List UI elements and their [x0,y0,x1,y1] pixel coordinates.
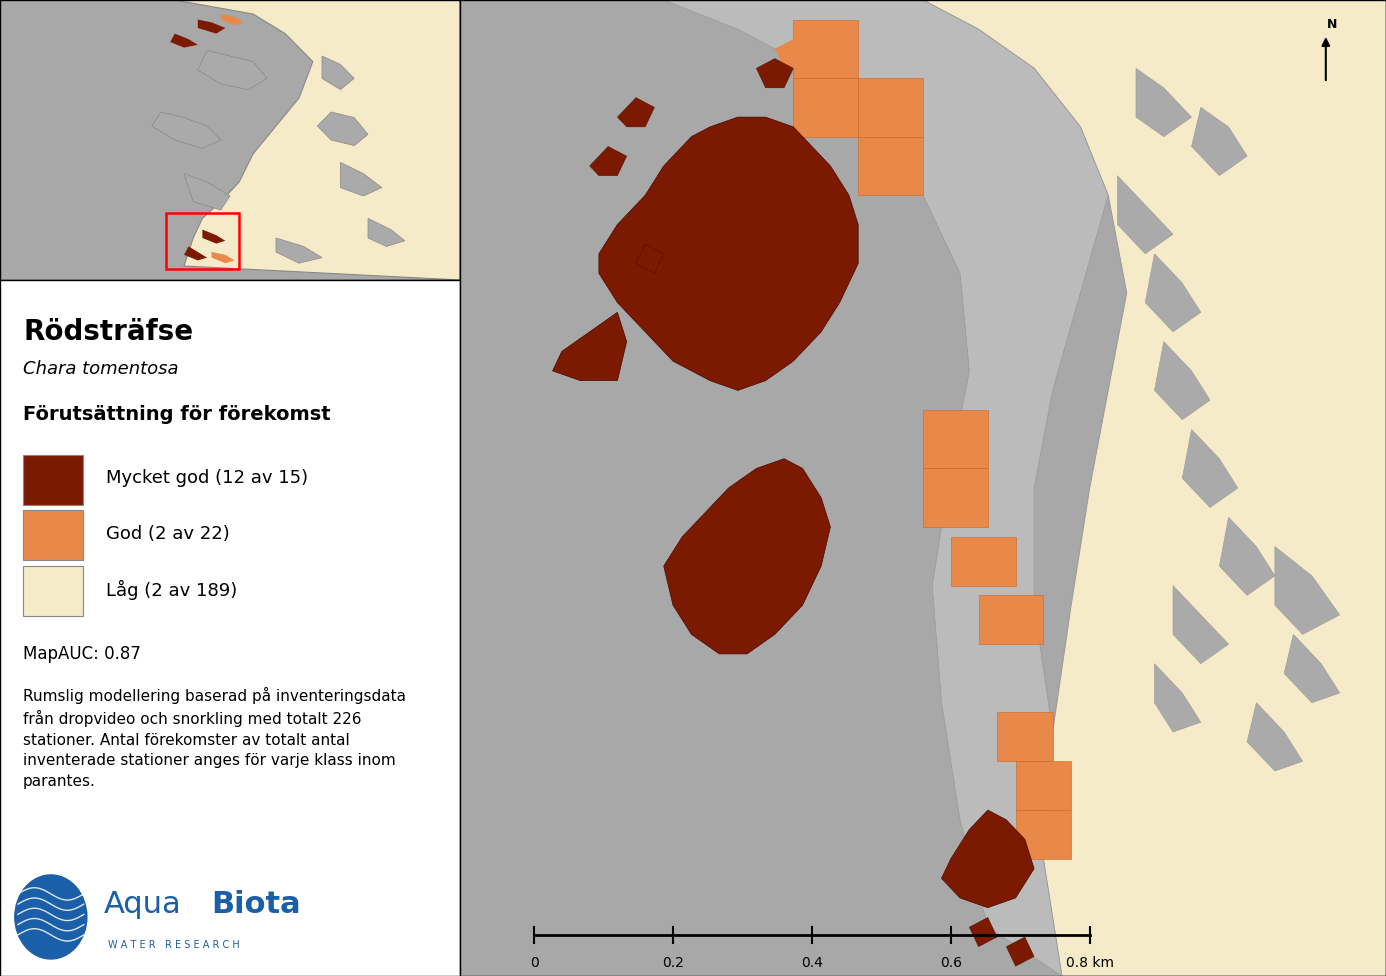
Text: Biota: Biota [211,890,301,918]
Polygon shape [276,238,322,264]
Polygon shape [941,810,1034,908]
Bar [923,468,988,527]
Text: Rumslig modellering baserad på inventeringsdata
från dropvideo och snorkling med: Rumslig modellering baserad på inventeri… [24,687,406,789]
Polygon shape [775,39,812,68]
Text: Mycket god (12 av 15): Mycket god (12 av 15) [105,469,308,487]
Polygon shape [1247,703,1303,771]
Polygon shape [599,117,858,390]
Polygon shape [212,252,234,264]
Text: Aqua: Aqua [104,890,182,918]
Polygon shape [553,312,626,381]
Polygon shape [969,917,997,947]
Text: 0.6: 0.6 [940,956,962,970]
Polygon shape [322,56,355,90]
Polygon shape [184,246,207,261]
Polygon shape [1275,547,1340,634]
Polygon shape [341,162,381,196]
Polygon shape [923,0,1386,976]
Polygon shape [1182,429,1238,508]
Bar [793,78,858,137]
Polygon shape [170,33,198,48]
Polygon shape [175,0,460,280]
Text: Förutsättning för förekomst: Förutsättning för förekomst [24,405,331,425]
Polygon shape [202,229,226,244]
FancyBboxPatch shape [24,566,83,616]
Polygon shape [184,174,230,210]
Polygon shape [317,112,369,145]
Text: God (2 av 22): God (2 av 22) [105,525,230,543]
Circle shape [15,874,87,959]
Polygon shape [1173,586,1228,664]
Bar [858,78,923,137]
Bar [1016,810,1071,859]
Polygon shape [198,51,266,90]
Bar [1016,761,1071,810]
Polygon shape [198,20,226,33]
Text: W A T E R   R E S E A R C H: W A T E R R E S E A R C H [108,940,240,950]
Bar [165,213,240,268]
Polygon shape [1285,634,1340,703]
FancyBboxPatch shape [24,455,83,505]
Polygon shape [589,146,626,176]
Bar [951,537,1016,586]
Polygon shape [636,244,664,273]
Polygon shape [152,112,220,148]
Text: Rödsträfse: Rödsträfse [24,318,193,346]
Polygon shape [1155,342,1210,420]
Text: Låg (2 av 189): Låg (2 av 189) [105,580,237,600]
Bar [923,410,988,468]
Text: 0.2: 0.2 [663,956,683,970]
Polygon shape [1006,937,1034,966]
Text: 0.8 km: 0.8 km [1066,956,1114,970]
Bar [979,595,1044,644]
Text: 0: 0 [529,956,538,970]
Polygon shape [1220,517,1275,595]
Polygon shape [1137,68,1192,137]
Bar [858,137,923,195]
Bar [793,20,858,78]
Polygon shape [369,219,405,246]
Text: N: N [1328,19,1337,31]
Polygon shape [220,14,244,25]
Polygon shape [1155,664,1200,732]
Polygon shape [664,459,830,654]
Polygon shape [664,0,1109,976]
Text: MapAUC: 0.87: MapAUC: 0.87 [24,645,141,664]
Text: 0.4: 0.4 [801,956,823,970]
Polygon shape [617,98,654,127]
Text: Chara tomentosa: Chara tomentosa [24,360,179,378]
FancyBboxPatch shape [24,510,83,560]
Polygon shape [1117,176,1173,254]
Polygon shape [757,59,793,88]
Bar [997,712,1052,761]
Polygon shape [1192,107,1247,176]
Polygon shape [1145,254,1200,332]
